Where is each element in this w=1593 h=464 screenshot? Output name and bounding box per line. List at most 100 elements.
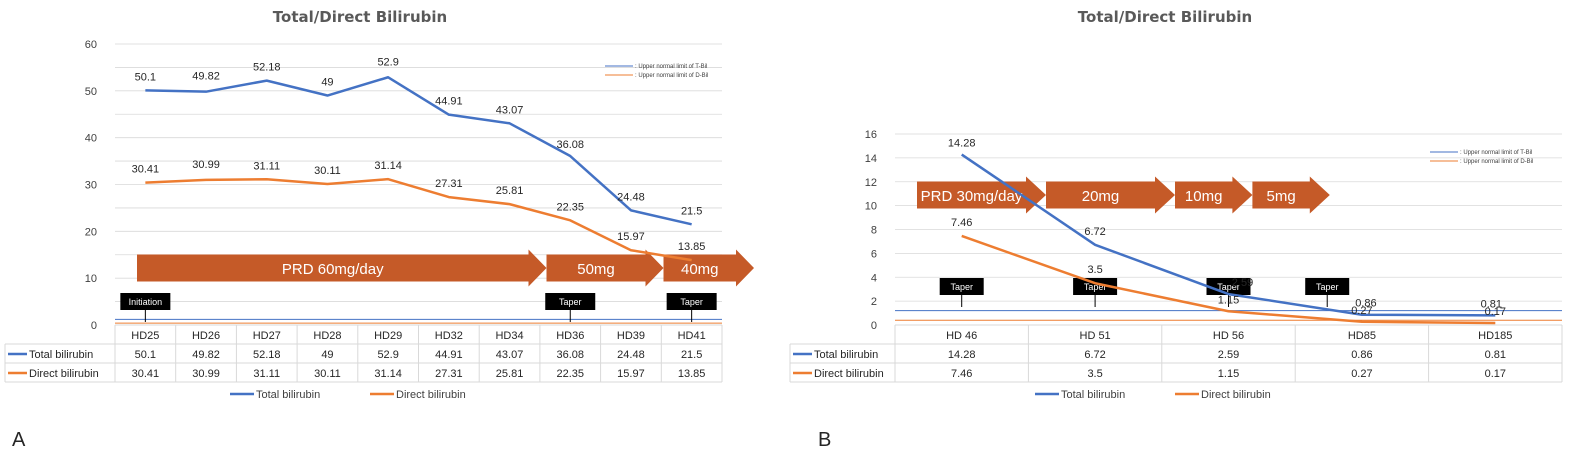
marker-box [939, 278, 984, 295]
data-label: 30.41 [132, 164, 160, 176]
data-label: 6.72 [1084, 226, 1105, 238]
y-tick-label: 10 [85, 273, 97, 285]
data-label: 0.27 [1351, 305, 1372, 317]
x-category-label: HD185 [1478, 330, 1512, 342]
x-category-label: HD27 [253, 330, 281, 342]
marker-label: Taper [559, 297, 582, 307]
marker-box [1305, 278, 1350, 295]
chart-title: Total/Direct Bilirubin [1078, 8, 1252, 26]
data-label: 1.15 [1218, 294, 1239, 306]
data-label: 27.31 [435, 178, 463, 190]
table-cell: 31.14 [374, 368, 402, 380]
marker-box [120, 293, 171, 310]
table-row-header: Direct bilirubin [814, 368, 884, 380]
data-label: 22.35 [556, 201, 584, 213]
x-category-label: HD32 [435, 330, 463, 342]
data-label: 15.97 [617, 231, 645, 243]
x-category-label: HD28 [313, 330, 341, 342]
x-category-label: HD 46 [946, 330, 977, 342]
table-cell: 52.18 [253, 349, 281, 361]
table-cell: 49 [321, 349, 333, 361]
x-category-label: HD85 [1348, 330, 1376, 342]
series-line-direct [145, 177, 692, 262]
table-cell: 0.86 [1351, 349, 1372, 361]
data-label: 24.48 [617, 191, 645, 203]
table-row-header: Total bilirubin [814, 349, 878, 361]
y-tick-label: 10 [865, 201, 877, 213]
y-tick-label: 50 [85, 86, 97, 98]
x-category-label: HD29 [374, 330, 402, 342]
data-label: 52.9 [377, 56, 398, 68]
x-category-label: HD34 [495, 330, 523, 342]
data-label: 30.99 [192, 159, 220, 171]
dose-arrow [1252, 176, 1330, 214]
data-label: 49 [321, 77, 333, 89]
dose-arrow [917, 176, 1046, 214]
table-row-header: Total bilirubin [29, 349, 93, 361]
table-cell: 25.81 [496, 368, 524, 380]
table-cell: 44.91 [435, 349, 463, 361]
table-cell: 22.35 [556, 368, 584, 380]
chart-title: Total/Direct Bilirubin [273, 8, 447, 26]
y-tick-label: 8 [871, 225, 877, 237]
ref-legend-label: : Upper normal limit of D-Bil [635, 73, 708, 79]
data-label: 49.82 [192, 71, 220, 83]
dose-arrow-label: 20mg [1082, 188, 1120, 205]
table-cell: 7.46 [951, 368, 972, 380]
dose-arrow-label: PRD 60mg/day [282, 261, 384, 278]
chart-b: Total/Direct Bilirubin 0 2 4 6 8 10 12 14 16: Upp… [789, 8, 1563, 401]
marker-label: Taper [1084, 282, 1107, 292]
data-label: 52.18 [253, 62, 281, 74]
data-label: 30.11 [314, 165, 341, 177]
ref-legend-label: : Upper normal limit of D-Bil [1460, 159, 1533, 165]
table-cell: 36.08 [556, 349, 584, 361]
data-label: 31.14 [374, 160, 402, 172]
y-tick-label: 40 [85, 133, 97, 145]
data-label: 0.86 [1355, 298, 1376, 310]
panel-label-a: A [12, 429, 26, 451]
table-cell: 14.28 [948, 349, 976, 361]
legend-label: Direct bilirubin [1201, 389, 1271, 401]
dose-arrow [137, 249, 547, 287]
y-tick-label: 4 [871, 272, 877, 284]
table-cell: 30.99 [192, 368, 220, 380]
table-cell: 0.17 [1485, 368, 1506, 380]
data-label: 13.85 [678, 241, 706, 253]
dose-arrow-label: 5mg [1267, 188, 1296, 205]
table-cell: 2.59 [1218, 349, 1239, 361]
table-cell: 30.41 [132, 368, 160, 380]
y-tick-label: 0 [91, 320, 97, 332]
data-label: 44.91 [435, 96, 463, 108]
y-tick-label: 60 [85, 39, 97, 51]
table-cell: 0.27 [1351, 368, 1372, 380]
dose-arrow [546, 249, 664, 287]
data-label: 25.81 [496, 185, 524, 197]
table-cell: 31.11 [253, 368, 280, 380]
y-tick-label: 20 [85, 226, 97, 238]
x-category-label: HD 51 [1080, 330, 1111, 342]
data-label: 14.28 [948, 138, 976, 150]
series-line-total [145, 76, 692, 226]
legend-label: Total bilirubin [1061, 389, 1125, 401]
y-tick-label: 2 [871, 296, 877, 308]
marker-box [666, 293, 717, 310]
dose-arrow-label: 10mg [1185, 188, 1223, 205]
table-cell: 52.9 [377, 349, 398, 361]
y-tick-label: 0 [871, 320, 877, 332]
data-label: 31.11 [253, 160, 280, 172]
data-label: 3.5 [1087, 264, 1102, 276]
marker-label: Taper [950, 282, 973, 292]
table-cell: 13.85 [678, 368, 706, 380]
table-cell: 43.07 [496, 349, 524, 361]
table-cell: 1.15 [1218, 368, 1239, 380]
dose-arrow-label: 50mg [577, 261, 615, 278]
y-tick-label: 30 [85, 180, 97, 192]
legend-label: Direct bilirubin [396, 389, 466, 401]
data-label: 0.17 [1485, 306, 1506, 318]
ref-legend-label: : Upper normal limit of T-Bil [635, 64, 707, 70]
y-tick-label: 12 [865, 177, 877, 189]
y-tick-label: 16 [865, 129, 877, 141]
x-category-label: HD36 [556, 330, 584, 342]
x-category-label: HD25 [131, 330, 159, 342]
